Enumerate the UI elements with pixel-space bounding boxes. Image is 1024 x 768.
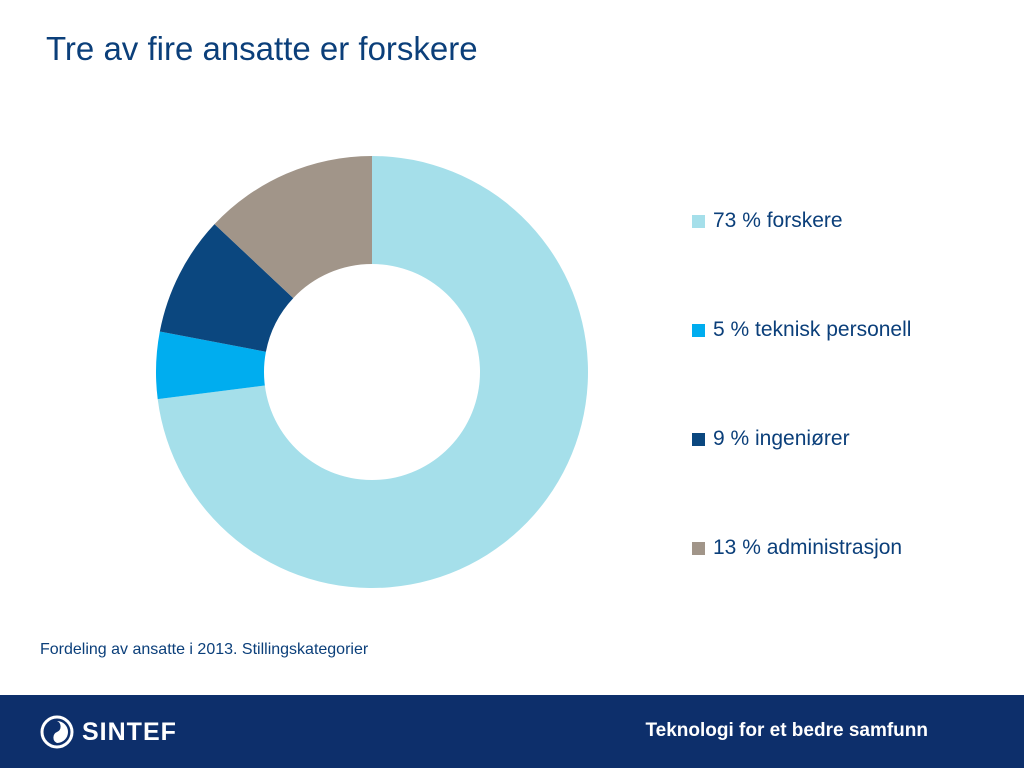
donut-slice-3: [214, 156, 372, 299]
sintef-logo-icon: [40, 715, 74, 749]
donut-slice-0: [157, 156, 588, 588]
footer-bar: SINTEF Teknologi for et bedre samfunn: [0, 695, 1024, 768]
legend-swatch: [692, 432, 705, 446]
slide-title: Tre av fire ansatte er forskere: [46, 30, 478, 67]
chart-legend: 73 % forskere 5 % teknisk personell 9 % …: [692, 0, 1012, 600]
legend-item-forskere: 73 % forskere: [692, 209, 843, 233]
legend-label: 5 % teknisk personell: [713, 318, 912, 341]
legend-item-teknisk-personell: 5 % teknisk personell: [692, 318, 911, 342]
donut-slice-2: [159, 224, 294, 352]
footer-tagline: Teknologi for et bedre samfunn: [645, 720, 928, 741]
legend-label: 13 % administrasjon: [713, 536, 903, 559]
donut-chart: [156, 156, 588, 588]
legend-item-administrasjon: 13 % administrasjon: [692, 536, 902, 560]
logo-text: SINTEF: [82, 717, 177, 746]
legend-swatch: [692, 541, 705, 555]
legend-label: 73 % forskere: [713, 209, 843, 232]
legend-item-ingeniorer: 9 % ingeniører: [692, 427, 850, 451]
legend-swatch: [692, 323, 705, 337]
legend-label: 9 % ingeniører: [713, 427, 850, 450]
legend-swatch: [692, 214, 705, 228]
sintef-logo: SINTEF: [40, 715, 177, 749]
chart-caption: Fordeling av ansatte i 2013. Stillingska…: [40, 641, 369, 658]
donut-slice-1: [156, 331, 266, 400]
